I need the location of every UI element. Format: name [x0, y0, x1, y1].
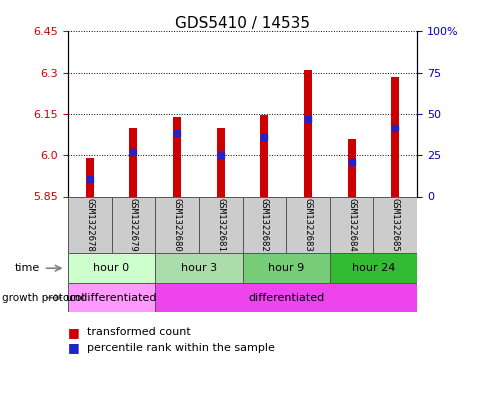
Text: GSM1322682: GSM1322682: [259, 198, 268, 252]
Text: hour 9: hour 9: [268, 263, 303, 273]
Text: ■: ■: [68, 325, 79, 339]
Bar: [155, 196, 198, 253]
Bar: [129, 128, 137, 196]
Text: transformed count: transformed count: [87, 327, 191, 337]
Text: GSM1322681: GSM1322681: [216, 198, 225, 252]
Bar: [198, 196, 242, 253]
Bar: [391, 77, 398, 196]
Bar: [68, 283, 155, 312]
Text: GSM1322683: GSM1322683: [303, 198, 312, 252]
Text: hour 0: hour 0: [93, 263, 129, 273]
Text: hour 3: hour 3: [181, 263, 216, 273]
Text: ■: ■: [68, 341, 79, 354]
Text: GSM1322679: GSM1322679: [129, 198, 137, 252]
Bar: [68, 253, 155, 283]
Text: GSM1322685: GSM1322685: [390, 198, 399, 252]
Text: GSM1322678: GSM1322678: [85, 198, 94, 252]
Bar: [286, 196, 329, 253]
Text: undifferentiated: undifferentiated: [66, 293, 156, 303]
Bar: [68, 196, 111, 253]
Text: growth protocol: growth protocol: [2, 293, 85, 303]
Bar: [86, 158, 93, 196]
Text: percentile rank within the sample: percentile rank within the sample: [87, 343, 274, 353]
Bar: [260, 116, 268, 196]
Bar: [242, 196, 286, 253]
Text: differentiated: differentiated: [247, 293, 324, 303]
Bar: [373, 196, 416, 253]
Text: GSM1322680: GSM1322680: [172, 198, 181, 252]
Bar: [111, 196, 155, 253]
Text: time: time: [15, 263, 40, 273]
Bar: [155, 283, 416, 312]
Bar: [155, 253, 242, 283]
Text: hour 24: hour 24: [351, 263, 394, 273]
Bar: [303, 70, 311, 196]
Bar: [242, 253, 329, 283]
Text: GDS5410 / 14535: GDS5410 / 14535: [175, 16, 309, 31]
Bar: [329, 253, 416, 283]
Bar: [173, 117, 181, 196]
Bar: [347, 139, 355, 196]
Bar: [329, 196, 373, 253]
Text: GSM1322684: GSM1322684: [347, 198, 355, 252]
Bar: [216, 128, 224, 196]
